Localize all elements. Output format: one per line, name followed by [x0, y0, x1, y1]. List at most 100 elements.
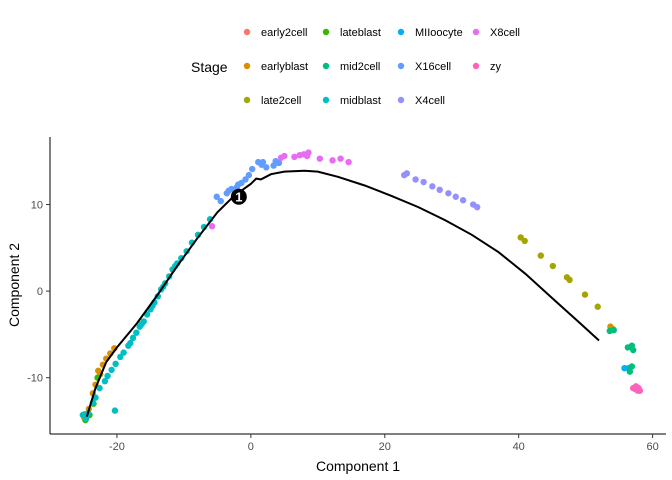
point-late2cell: [581, 291, 589, 298]
x-tick-label: -20: [109, 441, 125, 453]
series-zy: [629, 383, 644, 394]
point-X8cell: [291, 153, 298, 161]
point-midblast: [111, 407, 119, 414]
legend-item-late2cell: late2cell: [243, 95, 301, 107]
point-MIIoocyte: [621, 364, 628, 372]
legend-label: MIIoocyte: [415, 27, 463, 39]
point-X4cell: [473, 203, 481, 211]
point-X16cell: [259, 158, 267, 166]
point-X8cell: [316, 155, 324, 162]
point-X8cell: [208, 222, 216, 230]
point-X4cell: [420, 178, 427, 186]
legend-key: [243, 28, 251, 36]
point-late2cell: [521, 237, 528, 245]
point-midblast: [129, 334, 137, 342]
legend-item-mid2cell: mid2cell: [322, 61, 380, 73]
legend: Stage early2cell earlyblast late2cell lateb…: [191, 27, 520, 107]
point-X16cell: [275, 159, 283, 167]
point-X4cell: [403, 170, 411, 177]
legend-item-early2cell: early2cell: [243, 27, 307, 39]
x-tick-label: 0: [248, 441, 254, 453]
legend-item-earlyblast: earlyblast: [243, 61, 308, 73]
point-X4cell: [436, 186, 443, 194]
y-tick-label: 10: [31, 200, 43, 212]
axes: -20 0 20 40 60 -10 0 10 Component 1 Component …: [6, 137, 666, 474]
point-midblast: [127, 339, 134, 347]
point-X16cell: [213, 193, 220, 200]
point-X8cell: [337, 155, 344, 162]
point-X16cell: [245, 171, 253, 179]
point-X4cell: [459, 197, 467, 204]
legend-item-midblast: midblast: [322, 95, 381, 107]
legend-label: earlyblast: [261, 61, 308, 73]
root-marker-label: 1: [235, 190, 242, 205]
legend-label: X16cell: [415, 61, 451, 73]
legend-key: [397, 62, 405, 70]
point-X4cell: [412, 176, 419, 183]
point-X16cell: [242, 176, 249, 183]
x-tick-label: 40: [513, 441, 525, 453]
point-X8cell: [329, 157, 336, 164]
point-X16cell: [234, 181, 242, 188]
legend-key: [397, 28, 405, 36]
legend-label: X8cell: [490, 27, 520, 39]
legend-key: [322, 96, 330, 104]
point-X4cell: [452, 193, 459, 200]
legend-item-X4cell: X4cell: [397, 95, 445, 107]
point-X16cell: [225, 187, 232, 194]
legend-key: [472, 62, 480, 70]
root-marker-circle: [230, 188, 247, 205]
point-X16cell: [270, 162, 277, 169]
legend-key: [322, 62, 330, 70]
legend-title: Stage: [191, 59, 228, 75]
series-mid2cell: [606, 326, 637, 375]
legend-item-lateblast: lateblast: [322, 27, 381, 39]
legend-label: zy: [490, 61, 502, 73]
legend-key: [472, 28, 480, 36]
y-ticks: -10 0 10: [27, 200, 50, 385]
legend-key: [397, 96, 405, 104]
point-midblast: [101, 377, 109, 385]
point-X4cell: [445, 190, 452, 197]
point-X16cell: [263, 164, 270, 171]
x-ticks: -20 0 20 40 60: [109, 434, 659, 453]
point-midblast: [117, 353, 124, 361]
plot-panel: 1: [79, 149, 644, 424]
y-tick-label: -10: [27, 373, 43, 385]
legend-label: early2cell: [261, 27, 307, 39]
point-X8cell: [305, 149, 312, 156]
legend-items: early2cell earlyblast late2cell lateblast mi…: [243, 27, 520, 107]
legend-label: midblast: [340, 95, 381, 107]
series-X8cell: [208, 149, 352, 230]
legend-item-X16cell: X16cell: [397, 61, 451, 73]
legend-label: mid2cell: [340, 61, 380, 73]
point-midblast: [96, 384, 103, 392]
legend-label: X4cell: [415, 95, 445, 107]
x-tick-label: 60: [646, 441, 658, 453]
point-late2cell: [549, 262, 557, 270]
point-mid2cell: [610, 326, 617, 334]
legend-key: [243, 96, 251, 104]
point-X4cell: [429, 183, 436, 190]
legend-label: lateblast: [340, 27, 381, 39]
trajectory-line: [85, 169, 600, 417]
y-tick-label: 0: [37, 286, 43, 298]
legend-item-X8cell: X8cell: [472, 27, 520, 39]
legend-item-zy: zy: [472, 61, 502, 73]
point-X8cell: [281, 152, 288, 160]
point-midblast: [112, 360, 119, 368]
root-state-marker: 1: [230, 188, 247, 205]
x-axis-title: Component 1: [316, 458, 400, 474]
point-zy: [636, 387, 644, 394]
series-midblast: [79, 216, 214, 422]
point-X8cell: [345, 158, 352, 166]
y-axis-title: Component 2: [6, 243, 22, 327]
point-late2cell: [537, 252, 544, 259]
point-late2cell: [594, 303, 601, 310]
series-X4cell: [401, 170, 481, 211]
point-earlyblast: [95, 367, 102, 374]
x-tick-label: 20: [379, 441, 391, 453]
legend-key: [322, 28, 330, 36]
point-late2cell: [566, 276, 573, 284]
